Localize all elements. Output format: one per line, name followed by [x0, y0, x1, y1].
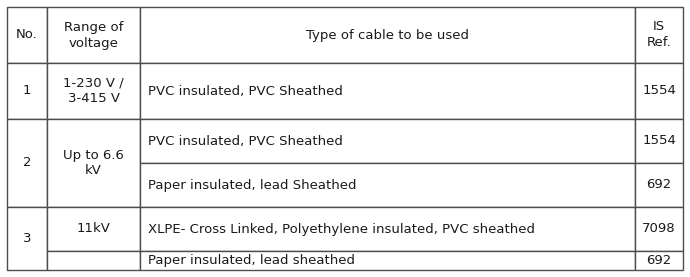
Bar [47, 119, 140, 207]
Bar [140, 251, 635, 270]
Text: Range of
voltage: Range of voltage [63, 20, 124, 50]
Text: 692: 692 [647, 254, 671, 267]
Bar [635, 7, 683, 63]
Text: Paper insulated, lead Sheathed: Paper insulated, lead Sheathed [148, 178, 357, 191]
Text: XLPE- Cross Linked, Polyethylene insulated, PVC sheathed: XLPE- Cross Linked, Polyethylene insulat… [148, 222, 535, 235]
Text: IS
Ref.: IS Ref. [647, 20, 671, 50]
Text: 11kV: 11kV [77, 222, 110, 235]
Bar [635, 207, 683, 251]
Text: 7098: 7098 [642, 222, 676, 235]
Bar [635, 251, 683, 270]
Bar [635, 119, 683, 163]
Text: 1554: 1554 [642, 135, 676, 147]
Bar [140, 163, 635, 207]
Text: Paper insulated, lead sheathed: Paper insulated, lead sheathed [148, 254, 355, 267]
Bar [7, 7, 47, 63]
Bar [140, 63, 635, 119]
Bar [7, 119, 47, 207]
Text: Type of cable to be used: Type of cable to be used [306, 29, 469, 42]
Text: No.: No. [16, 29, 38, 42]
Text: 1: 1 [23, 84, 31, 98]
Bar [47, 207, 140, 251]
Text: Up to 6.6
kV: Up to 6.6 kV [63, 148, 124, 178]
Text: 2: 2 [23, 157, 31, 170]
Bar [47, 7, 140, 63]
Text: PVC insulated, PVC Sheathed: PVC insulated, PVC Sheathed [148, 84, 343, 98]
Bar [7, 63, 47, 119]
Text: 3: 3 [23, 232, 31, 245]
Text: 1-230 V /
3-415 V: 1-230 V / 3-415 V [63, 76, 124, 106]
Text: 1554: 1554 [642, 84, 676, 98]
Text: 692: 692 [647, 178, 671, 191]
Bar [47, 251, 140, 270]
Bar [7, 207, 47, 270]
Bar [140, 207, 635, 251]
Bar [140, 119, 635, 163]
Bar [635, 63, 683, 119]
Bar [140, 7, 635, 63]
Bar [635, 163, 683, 207]
Text: PVC insulated, PVC Sheathed: PVC insulated, PVC Sheathed [148, 135, 343, 147]
Bar [47, 63, 140, 119]
